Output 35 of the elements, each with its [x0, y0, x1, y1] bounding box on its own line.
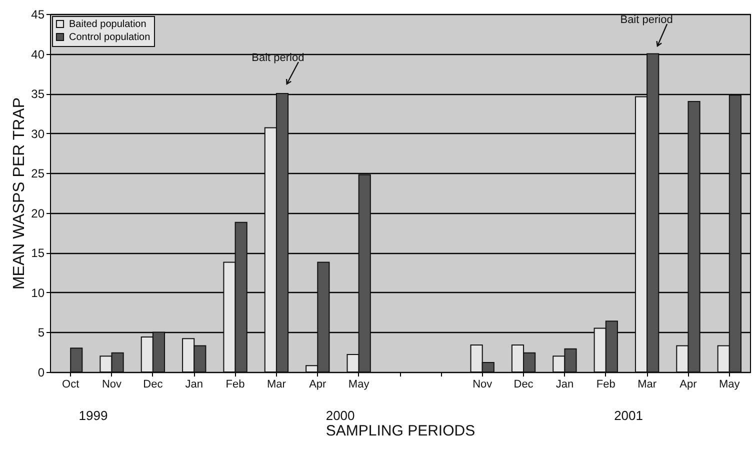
x-tick-label: Nov	[472, 378, 493, 390]
y-axis-title: MEAN WASPS PER TRAP	[11, 97, 28, 290]
y-tick-label: 0	[38, 366, 45, 380]
x-tick-label: Jan	[185, 378, 203, 390]
x-tick-label: Apr	[309, 378, 327, 390]
x-tick-label: Jan	[556, 378, 574, 390]
legend-label: Baited population	[69, 19, 146, 30]
x-axis-title: SAMPLING PERIODS	[326, 422, 476, 440]
y-tick-label: 45	[31, 8, 45, 22]
x-tick-label: May	[348, 378, 370, 390]
x-tick-label: May	[719, 378, 740, 390]
x-tick-label: Feb	[226, 378, 245, 390]
x-tick-label: Feb	[596, 378, 616, 390]
y-tick-label: 40	[31, 47, 45, 62]
y-tick-label: 35	[31, 87, 45, 102]
x-tick-label: Dec	[514, 378, 534, 390]
text: 2000	[326, 408, 355, 423]
y-tick-label: 15	[31, 246, 45, 260]
y-tick-label: 10	[31, 286, 45, 300]
bar	[70, 348, 83, 372]
x-tick-label: Oct	[62, 378, 80, 390]
text: 1999	[78, 408, 108, 423]
x-tick-label: Dec	[143, 378, 164, 390]
y-tick-label: 25	[31, 166, 45, 181]
text: 2001	[614, 408, 643, 423]
x-tick-label: Nov	[102, 378, 122, 390]
annotation: Bait period	[620, 14, 673, 26]
x-tick-label: Mar	[266, 378, 286, 390]
y-tick-label: 20	[31, 206, 45, 220]
annotation: Bait period	[252, 52, 304, 64]
legend-label: Control population	[69, 32, 150, 43]
y-tick-label: 5	[38, 326, 45, 340]
x-tick-label: Apr	[680, 378, 698, 390]
x-tick-label: Mar	[638, 378, 657, 390]
y-tick-label: 30	[31, 126, 45, 141]
